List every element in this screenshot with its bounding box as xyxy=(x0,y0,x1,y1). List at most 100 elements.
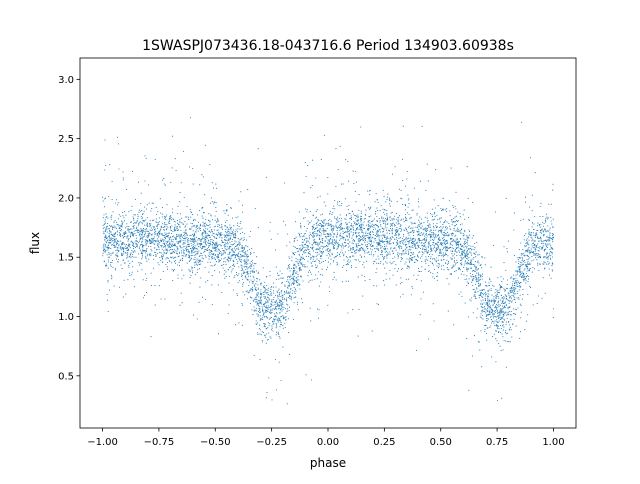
data-point xyxy=(355,243,357,245)
data-point xyxy=(550,277,552,279)
data-point xyxy=(226,220,228,222)
data-point xyxy=(402,242,404,244)
data-point xyxy=(237,275,239,277)
data-point xyxy=(498,313,500,315)
data-point xyxy=(474,294,476,296)
data-point xyxy=(504,319,506,321)
data-point xyxy=(510,277,512,279)
data-point xyxy=(228,266,231,269)
data-point xyxy=(241,237,243,239)
data-point xyxy=(217,254,219,256)
data-point xyxy=(358,232,360,234)
data-point xyxy=(114,219,116,222)
data-point xyxy=(322,248,324,250)
data-point xyxy=(392,274,394,276)
data-point xyxy=(192,223,194,225)
data-point xyxy=(432,219,434,221)
data-point xyxy=(445,235,447,237)
data-point xyxy=(547,256,549,258)
data-point xyxy=(412,247,414,249)
data-point xyxy=(192,183,194,185)
data-point xyxy=(450,250,452,252)
data-point xyxy=(171,249,173,251)
data-point xyxy=(174,245,176,247)
data-point xyxy=(192,244,194,246)
data-point xyxy=(172,243,174,245)
data-point xyxy=(128,230,130,232)
data-point xyxy=(210,197,212,199)
data-point xyxy=(265,333,267,335)
data-point xyxy=(472,288,474,290)
data-point xyxy=(475,268,477,270)
data-point xyxy=(234,252,236,254)
data-point xyxy=(329,235,331,237)
data-point xyxy=(358,241,360,243)
data-point xyxy=(226,226,228,228)
data-point xyxy=(289,298,291,300)
data-point xyxy=(476,269,478,271)
data-point xyxy=(512,308,514,310)
data-point xyxy=(375,239,377,241)
data-point xyxy=(203,251,205,253)
data-point xyxy=(122,171,124,173)
data-point xyxy=(192,235,194,237)
data-point xyxy=(238,258,240,260)
data-point xyxy=(460,259,462,262)
data-point xyxy=(192,247,194,249)
data-point xyxy=(512,313,514,315)
data-point xyxy=(441,227,443,229)
data-point xyxy=(169,247,171,249)
data-point xyxy=(407,266,409,268)
data-point xyxy=(370,253,372,255)
data-point xyxy=(331,252,333,254)
data-point xyxy=(439,230,441,232)
data-point xyxy=(265,311,267,313)
data-point xyxy=(212,232,214,234)
data-point xyxy=(408,278,410,280)
data-point xyxy=(158,244,160,246)
data-point xyxy=(364,235,366,237)
data-point xyxy=(384,224,387,226)
data-point xyxy=(365,231,367,233)
data-point xyxy=(120,215,122,217)
data-point xyxy=(364,213,366,215)
data-point xyxy=(210,214,212,216)
data-point xyxy=(280,303,282,305)
data-point xyxy=(270,293,272,295)
data-point xyxy=(323,219,325,221)
data-point xyxy=(451,238,453,240)
data-point xyxy=(455,234,457,236)
data-point xyxy=(407,226,409,228)
data-point xyxy=(391,218,393,220)
data-point xyxy=(171,236,173,238)
data-point xyxy=(499,312,501,314)
data-point xyxy=(142,238,144,240)
data-point xyxy=(316,258,318,260)
data-point xyxy=(210,230,212,232)
data-point xyxy=(292,318,294,321)
data-point xyxy=(210,264,212,267)
data-point xyxy=(199,210,201,212)
data-point xyxy=(241,250,243,252)
data-point xyxy=(202,212,204,214)
data-point xyxy=(320,245,322,247)
data-point xyxy=(507,292,509,294)
data-point xyxy=(145,258,147,260)
data-point xyxy=(345,255,347,258)
data-point xyxy=(143,221,145,223)
data-point xyxy=(492,317,495,319)
data-point xyxy=(150,227,153,229)
data-point xyxy=(447,248,449,250)
data-point xyxy=(552,308,554,310)
data-point xyxy=(280,295,282,297)
data-point xyxy=(484,297,486,299)
data-point xyxy=(535,257,537,259)
data-point xyxy=(226,258,229,260)
data-point xyxy=(112,259,114,261)
data-point xyxy=(507,311,509,313)
data-point xyxy=(222,250,224,252)
data-point xyxy=(160,259,162,262)
data-point xyxy=(431,258,434,260)
data-point xyxy=(201,234,203,236)
data-point xyxy=(170,256,172,258)
